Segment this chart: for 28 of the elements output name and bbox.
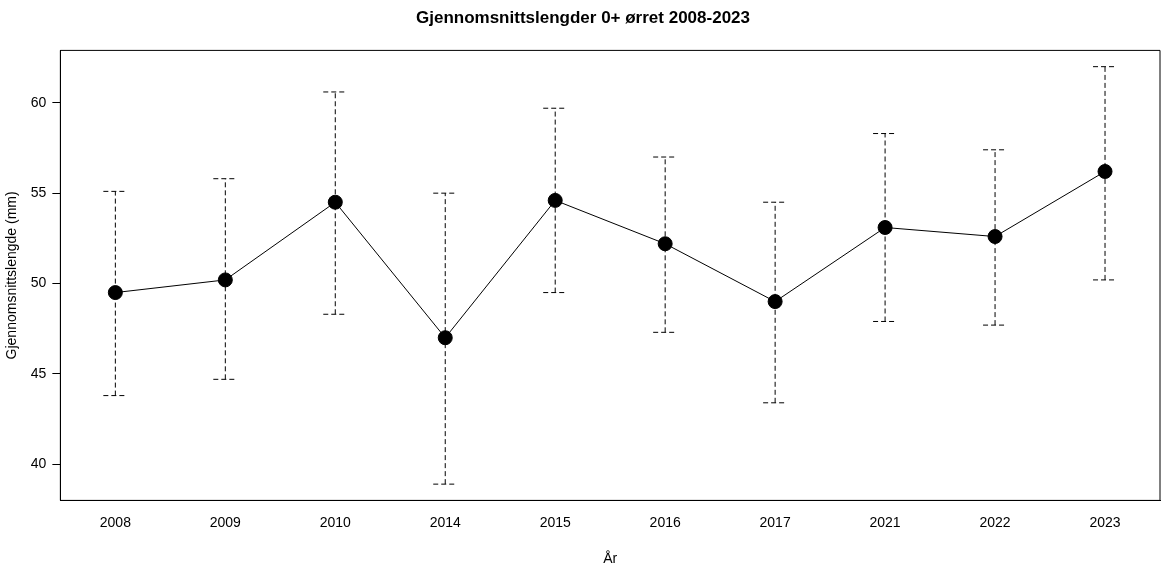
point xyxy=(987,229,1003,245)
y-tick-label: 45 xyxy=(30,364,47,381)
x-tick-label: 2010 xyxy=(319,513,352,530)
point xyxy=(877,220,893,236)
point xyxy=(437,330,453,346)
y-tick-label: 55 xyxy=(30,184,47,201)
point xyxy=(107,285,123,301)
y-tick-label: 50 xyxy=(30,274,47,291)
chart-title: Gjennomsnittslengder 0+ ørret 2008-2023 xyxy=(416,7,750,27)
point xyxy=(767,294,783,310)
x-axis-title: År xyxy=(603,550,618,567)
y-tick-label: 60 xyxy=(30,93,47,110)
x-tick-label: 2023 xyxy=(1089,513,1121,530)
point xyxy=(657,236,673,252)
point xyxy=(547,192,563,208)
x-tick-label: 2016 xyxy=(649,513,681,530)
y-axis-title: Gjennomsnittslengde (mm) xyxy=(3,191,20,360)
point xyxy=(217,272,233,288)
point xyxy=(1097,163,1113,179)
x-tick-label: 2008 xyxy=(99,513,132,530)
x-tick-label: 2015 xyxy=(539,513,571,530)
x-tick-label: 2009 xyxy=(209,513,242,530)
x-tick-label: 2021 xyxy=(869,513,901,530)
x-tick-label: 2017 xyxy=(759,513,791,530)
y-tick-label: 40 xyxy=(30,455,47,472)
x-tick-label: 2022 xyxy=(979,513,1011,530)
x-tick-label: 2014 xyxy=(429,513,462,530)
point xyxy=(327,194,343,210)
